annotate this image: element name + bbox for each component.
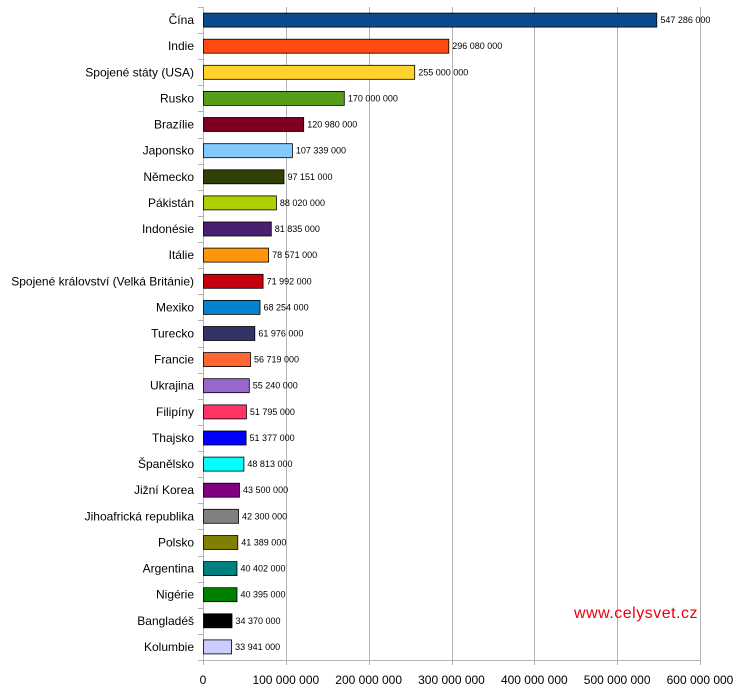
data-label: 88 020 000: [280, 198, 325, 208]
x-tick-label: 100 000 000: [252, 673, 319, 687]
bar: [203, 535, 239, 550]
bar: [203, 456, 245, 472]
category-label: Mexiko: [156, 300, 194, 314]
data-label: 42 300 000: [242, 511, 287, 521]
category-label: Spojené státy (USA): [85, 65, 194, 79]
bar: [203, 378, 250, 394]
bar: [203, 169, 285, 185]
data-label: 81 835 000: [275, 224, 320, 234]
category-label: Pákistán: [148, 196, 194, 210]
category-label: Thajsko: [152, 431, 194, 445]
category-label: Spojené království (Velká Británie): [11, 274, 194, 288]
grid-lines: [286, 7, 701, 660]
category-label: Kolumbie: [144, 640, 194, 654]
bar: [203, 326, 256, 341]
data-label: 40 402 000: [240, 564, 285, 574]
category-label: Turecko: [151, 327, 194, 341]
bar: [203, 404, 247, 420]
category-label: Německo: [143, 170, 194, 184]
x-tick-label: 400 000 000: [501, 673, 568, 687]
data-label: 107 339 000: [296, 146, 346, 156]
category-label: Brazílie: [154, 118, 194, 132]
data-label: 33 941 000: [235, 642, 280, 652]
category-label: Nigérie: [156, 588, 194, 602]
category-label: Jihoafrická republika: [85, 509, 195, 523]
bar: [203, 91, 345, 106]
bar: [203, 352, 251, 368]
x-tick-label: 0: [200, 673, 207, 687]
bar: [203, 561, 238, 576]
bar: [203, 247, 269, 263]
x-tick-label: 600 000 000: [667, 673, 734, 687]
bar: [203, 64, 416, 80]
category-label: Bangladéš: [137, 614, 194, 628]
bar: [203, 117, 305, 132]
category-label: Rusko: [160, 91, 194, 105]
category-label: Španělsko: [138, 456, 194, 471]
x-tick-labels: 0 100 000 000 200 000 000 300 000 000 400 00…: [200, 673, 734, 687]
bar: [203, 430, 247, 446]
bar: [203, 273, 264, 289]
category-label: Itálie: [169, 248, 195, 262]
category-label: Jižní Korea: [134, 483, 194, 497]
data-label: 41 389 000: [241, 537, 286, 547]
bar: [203, 143, 293, 159]
category-label: Čína: [169, 12, 195, 27]
data-label: 547 286 000: [660, 15, 710, 25]
bar: [203, 508, 239, 524]
bar: [203, 482, 240, 498]
data-label: 51 795 000: [250, 407, 295, 417]
data-label: 97 151 000: [287, 172, 332, 182]
data-label: 296 080 000: [452, 41, 502, 51]
bar: [203, 195, 277, 211]
bar: [203, 299, 261, 315]
category-label: Japonsko: [143, 144, 195, 158]
category-label: Polsko: [158, 535, 194, 549]
x-tick-label: 200 000 000: [335, 673, 402, 687]
data-label: 170 000 000: [348, 93, 398, 103]
bar: [203, 38, 450, 54]
data-label: 61 976 000: [258, 329, 303, 339]
watermark-text: www.celysvet.cz: [573, 605, 698, 622]
data-label: 255 000 000: [418, 67, 468, 77]
bar: [203, 587, 238, 603]
bar: [203, 613, 233, 629]
bars: Čína 547 286 000 Indie 296 080 000 Spojené s…: [11, 12, 710, 655]
data-label: 48 813 000: [247, 459, 292, 469]
category-label: Indonésie: [142, 222, 194, 236]
category-label: Francie: [154, 353, 194, 367]
data-label: 34 370 000: [235, 616, 280, 626]
bar: [203, 639, 233, 655]
data-label: 55 240 000: [253, 381, 298, 391]
data-label: 43 500 000: [243, 485, 288, 495]
bar: [203, 12, 658, 28]
category-label: Argentina: [143, 562, 195, 576]
category-label: Ukrajina: [150, 379, 194, 393]
data-label: 51 377 000: [250, 433, 295, 443]
data-label: 71 992 000: [267, 276, 312, 286]
data-label: 56 719 000: [254, 355, 299, 365]
category-label: Filipíny: [156, 405, 194, 419]
data-label: 120 980 000: [307, 120, 357, 130]
x-tick-label: 500 000 000: [584, 673, 651, 687]
x-tick-label: 300 000 000: [418, 673, 485, 687]
data-label: 40 395 000: [240, 590, 285, 600]
category-label: Indie: [168, 39, 194, 53]
data-label: 78 571 000: [272, 250, 317, 260]
bar: [203, 221, 272, 237]
data-label: 68 254 000: [264, 302, 309, 312]
